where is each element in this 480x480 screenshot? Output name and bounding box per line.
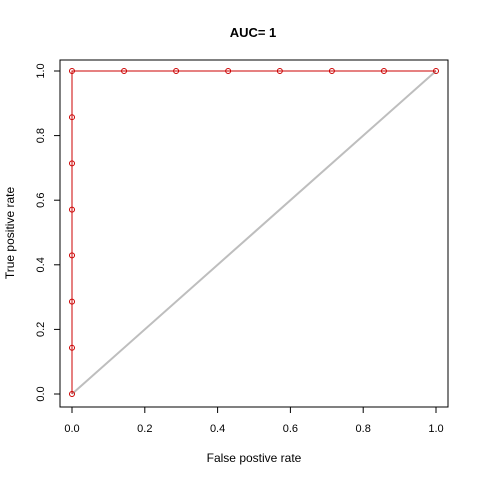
roc-point [69,114,75,121]
roc-curve-line [71,70,436,394]
roc-point [121,68,128,74]
roc-point [225,68,232,74]
roc-point [69,298,75,305]
roc-point [433,68,439,74]
roc-point [276,68,283,74]
roc-point [69,68,75,74]
y-tick-label: 0.4 [35,257,47,272]
x-tick-label: 0.8 [356,423,371,435]
roc-point [69,391,75,397]
y-tick-label: 0.8 [35,128,47,143]
roc-point [69,160,75,167]
series-layer [69,68,439,397]
roc-point [69,344,75,351]
diagonal-reference-line [71,70,437,395]
roc-point [69,252,75,259]
x-axis-label: False postive rate [207,451,302,465]
y-tick-label: 0.0 [35,386,47,401]
x-tick-label: 0.2 [137,423,152,435]
chart-title: AUC= 1 [230,25,277,40]
y-tick-label: 0.6 [35,193,47,208]
roc-point [69,206,75,213]
x-tick-label: 1.0 [428,423,443,435]
x-tick-label: 0.6 [283,423,298,435]
y-tick-label: 0.2 [35,322,47,337]
roc-point [328,68,335,74]
x-tick-label: 0.4 [210,423,225,435]
y-tick-label: 1.0 [35,63,47,78]
roc-point [380,68,387,74]
x-axis: 0.0 0.2 0.4 0.6 0.8 1.0 [64,406,444,435]
y-axis-label: True positive rate [3,187,17,280]
roc-point [173,68,180,74]
x-tick-label: 0.0 [64,423,79,435]
y-axis: 0.0 0.2 0.4 0.6 0.8 1.0 [35,63,61,402]
